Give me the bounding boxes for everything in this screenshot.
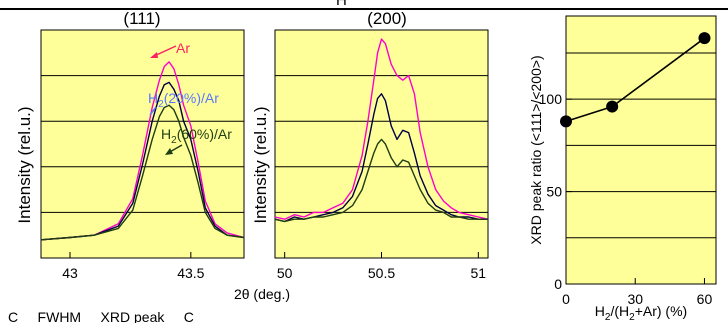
panel-200-grid <box>275 75 488 213</box>
ratio-xlabel-sub1: 2 <box>605 312 611 323</box>
x-tick-label: 0 <box>562 291 570 307</box>
panel-111-title: (111) <box>123 9 160 28</box>
footer-text: C FWHM XRD peak C <box>8 309 276 323</box>
series-line-ar <box>274 38 489 220</box>
panel-ratio-ticks: 0 30 60 0 50 100 <box>539 91 713 307</box>
panel-200-ticks: 50 50.5 51 <box>277 252 486 281</box>
arrow-ar-head <box>150 52 158 58</box>
panel-200-title: (200) <box>367 9 407 28</box>
panel-ratio-xlabel: H2/(H2+Ar) (%) <box>595 303 687 323</box>
ratio-xlabel-main: H <box>595 303 605 319</box>
x-tick-label: 43 <box>62 265 78 281</box>
panel-200-series <box>274 38 489 223</box>
series-line-ar <box>40 61 245 241</box>
panel-ratio: 0 30 60 0 50 100 XRD peak ratio (<111>/<200>)… <box>528 15 717 323</box>
series-line-h2-60-ar <box>40 104 245 241</box>
data-point <box>560 115 572 128</box>
label-h2-60-sub: 2 <box>171 135 177 146</box>
arrow-h2-60-head <box>165 148 173 155</box>
label-h2-20-main: H <box>148 90 158 106</box>
x-tick-label: 43.5 <box>177 265 204 281</box>
y-tick-label: 100 <box>539 91 563 107</box>
x-tick-label: 50.5 <box>368 265 395 281</box>
data-point <box>698 32 711 45</box>
x-tick-label: 30 <box>627 291 643 307</box>
label-h2-20-rest: (20%)/Ar <box>164 90 220 106</box>
ratio-xlabel-mid: /(H <box>610 303 629 319</box>
panel-ratio-series <box>560 32 711 128</box>
panel-111-ylabel: Intensity (rel.u.) <box>15 106 34 223</box>
shared-xlabel: 2θ (deg.) <box>234 286 290 302</box>
data-point <box>606 100 619 113</box>
panel-ratio-ylabel: XRD peak ratio (<111>/<200>) <box>528 55 544 244</box>
panel-111: 43 43.5 (111) Intensity (rel.u.) Ar H2(20… <box>15 9 245 281</box>
series-line-h2-60-ar <box>274 138 488 223</box>
panel-ratio-bg <box>565 15 717 285</box>
arrow-h2-20 <box>149 106 157 116</box>
x-tick-label: 50 <box>277 265 293 281</box>
panel-200-bg <box>274 29 489 259</box>
series-line-h2-20-ar <box>274 93 488 223</box>
panel-ratio-grid <box>566 52 716 239</box>
top-cut-text: H <box>336 0 347 9</box>
label-h2-60-main: H <box>161 126 171 142</box>
y-tick-label: 50 <box>546 184 562 200</box>
x-tick-label: 51 <box>471 265 487 281</box>
panel-111-ticks: 43 43.5 <box>62 252 205 281</box>
panel-200: 50 50.5 51 (200) Intensity (rel.u.) <box>251 9 489 281</box>
series-line-h2-20-ar <box>40 81 245 241</box>
label-h2-60-rest: (60%)/Ar <box>177 126 233 142</box>
label-ar: Ar <box>176 40 190 56</box>
panel-200-ylabel: Intensity (rel.u.) <box>251 106 270 223</box>
ratio-xlabel-sub2: 2 <box>629 312 635 323</box>
label-h2-20-sub: 2 <box>158 99 164 110</box>
y-tick-label: 0 <box>554 276 562 292</box>
x-tick-label: 60 <box>697 291 713 307</box>
label-h2-60: H2(60%)/Ar <box>161 126 232 146</box>
label-h2-20: H2(20%)/Ar <box>148 90 219 110</box>
panel-111-series <box>40 61 245 241</box>
ratio-xlabel-rest: +Ar) (%) <box>635 303 688 319</box>
